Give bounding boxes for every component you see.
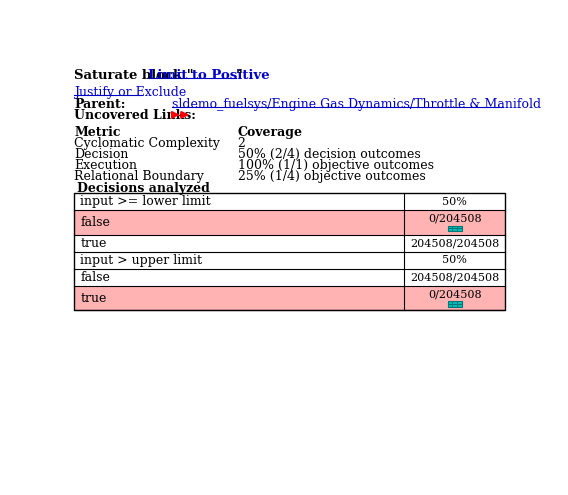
Bar — [74, 252, 404, 269]
Text: Justify or Exclude: Justify or Exclude — [74, 86, 186, 99]
Text: 204508/204508: 204508/204508 — [410, 272, 499, 282]
Bar — [74, 194, 404, 210]
Text: Relational Boundary: Relational Boundary — [74, 169, 204, 183]
Text: 0/204508: 0/204508 — [428, 214, 482, 224]
Text: Cyclomatic Complexity: Cyclomatic Complexity — [74, 137, 220, 150]
Bar — [74, 235, 404, 252]
Text: Limit to Positive: Limit to Positive — [148, 69, 270, 82]
Bar — [74, 194, 505, 310]
Text: input >= lower limit: input >= lower limit — [80, 196, 211, 208]
Text: 50%: 50% — [442, 255, 467, 265]
Text: Coverage: Coverage — [237, 126, 303, 140]
Text: false: false — [80, 216, 110, 229]
Text: 100% (1/1) objective outcomes: 100% (1/1) objective outcomes — [237, 159, 433, 172]
Text: false: false — [80, 271, 110, 284]
Text: Decision: Decision — [74, 148, 128, 161]
Bar — [74, 286, 404, 310]
Text: Parent:: Parent: — [74, 98, 126, 111]
Bar — [74, 210, 404, 235]
Text: Decisions analyzed: Decisions analyzed — [77, 182, 210, 195]
Text: Metric: Metric — [74, 126, 120, 140]
Text: 2: 2 — [237, 137, 245, 150]
Bar — [74, 269, 404, 286]
Text: true: true — [80, 237, 107, 250]
Text: 50%: 50% — [442, 197, 467, 207]
Bar — [448, 301, 462, 306]
Text: sldemo_fuelsys/Engine Gas Dynamics/Throttle & Manifold: sldemo_fuelsys/Engine Gas Dynamics/Throt… — [172, 98, 541, 111]
Bar — [404, 210, 505, 235]
Text: ": " — [236, 69, 243, 82]
Text: Uncovered Links:: Uncovered Links: — [74, 109, 196, 122]
Bar — [404, 286, 505, 310]
Text: Execution: Execution — [74, 159, 137, 172]
Bar — [74, 194, 505, 310]
Bar — [404, 269, 505, 286]
Bar — [404, 252, 505, 269]
Text: input > upper limit: input > upper limit — [80, 254, 202, 267]
Text: 0/204508: 0/204508 — [428, 289, 482, 299]
Bar — [404, 235, 505, 252]
Text: 25% (1/4) objective outcomes: 25% (1/4) objective outcomes — [237, 169, 425, 183]
Bar — [404, 194, 505, 210]
Text: 50% (2/4) decision outcomes: 50% (2/4) decision outcomes — [237, 148, 420, 161]
Bar — [448, 226, 462, 231]
Text: Saturate block ": Saturate block " — [74, 69, 194, 82]
Text: 204508/204508: 204508/204508 — [410, 239, 499, 248]
Text: true: true — [80, 292, 107, 304]
